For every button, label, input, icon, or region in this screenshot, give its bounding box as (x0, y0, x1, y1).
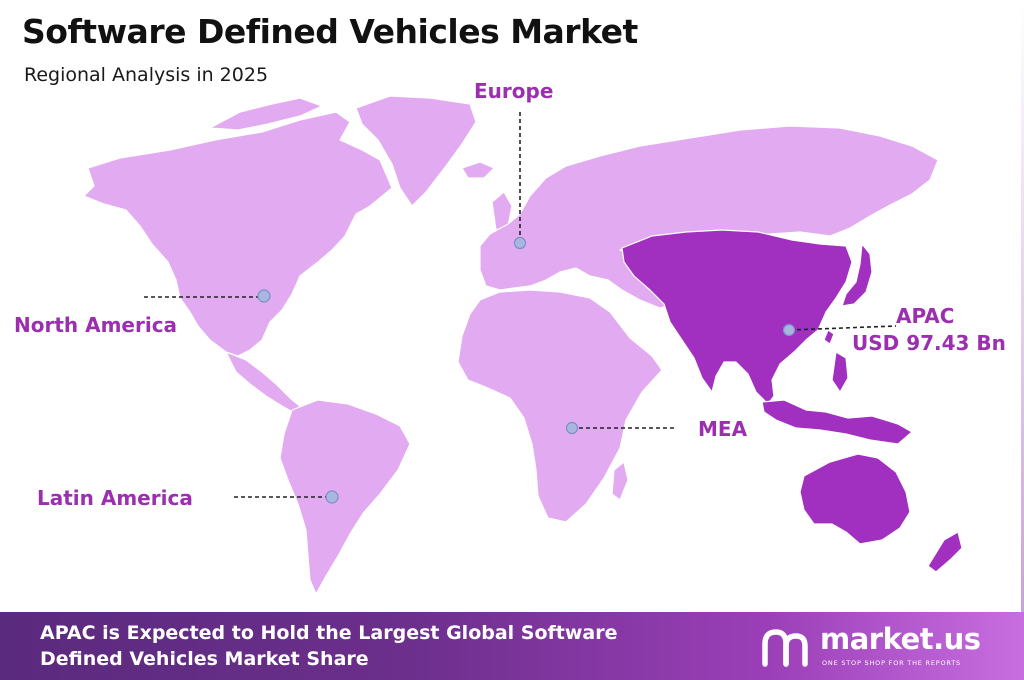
region-arctic-islands (209, 97, 323, 131)
label-north-america: North America (14, 313, 178, 337)
region-africa (457, 289, 663, 523)
region-europe (479, 125, 939, 309)
label-apac-value: USD 97.43 Bn (852, 331, 1006, 355)
footer-text: APAC is Expected to Hold the Largest Glo… (40, 620, 720, 672)
marker-apac (782, 323, 796, 337)
label-mea: MEA (698, 417, 748, 441)
page-subtitle: Regional Analysis in 2025 (24, 64, 269, 86)
region-uk (491, 191, 513, 231)
label-apac: APAC (896, 304, 955, 328)
marker-europe (513, 236, 527, 250)
marker-north-america (257, 289, 271, 303)
region-greenland (355, 95, 477, 207)
region-iceland (461, 161, 495, 179)
region-south-america (279, 399, 411, 595)
region-philippines (831, 351, 849, 393)
region-taiwan (823, 329, 835, 345)
label-europe: Europe (474, 79, 554, 103)
page-title: Software Defined Vehicles Market (22, 12, 638, 51)
region-central-america (225, 351, 303, 415)
region-madagascar (611, 461, 629, 501)
region-apac (621, 229, 853, 405)
world-map (83, 95, 963, 595)
label-latin-america: Latin America (37, 486, 193, 510)
leader-line-apac (789, 325, 897, 331)
region-japan (841, 243, 873, 307)
marker-latin-america (325, 490, 339, 504)
market-us-logo-icon (762, 629, 808, 667)
brand-logo: market.us ONE STOP SHOP FOR THE REPORTS (758, 622, 1008, 672)
region-new-zealand (927, 531, 963, 573)
region-north-america (83, 111, 393, 357)
footer-line-2: Defined Vehicles Market Share (40, 648, 369, 670)
frame-border (1021, 0, 1024, 612)
region-indonesia (761, 399, 913, 445)
region-australia (799, 453, 911, 545)
brand-tagline: ONE STOP SHOP FOR THE REPORTS (822, 659, 961, 667)
brand-name: market.us (820, 622, 981, 656)
footer-line-1: APAC is Expected to Hold the Largest Glo… (40, 622, 618, 644)
footer-banner: APAC is Expected to Hold the Largest Glo… (0, 612, 1024, 680)
marker-mea (565, 421, 579, 435)
